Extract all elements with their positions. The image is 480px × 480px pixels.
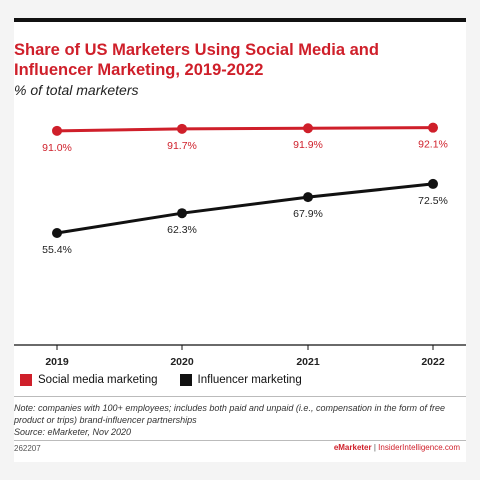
chart-title: Share of US Marketers Using Social Media… xyxy=(14,41,379,79)
legend-item-social: Social media marketing xyxy=(20,374,158,386)
point-social-2019 xyxy=(52,125,62,136)
point-influencer-2021 xyxy=(303,192,313,203)
legend-swatch-social xyxy=(20,374,32,386)
footnote-note: Note: companies with 100+ employees; inc… xyxy=(14,403,446,425)
data-label-social-2019: 91.0% xyxy=(42,142,72,154)
data-label-influencer-2019: 55.4% xyxy=(42,244,72,256)
top-rule xyxy=(14,18,466,22)
footnote: Note: companies with 100+ employees; inc… xyxy=(14,402,462,438)
data-label-social-2020: 91.7% xyxy=(167,140,197,152)
data-label-influencer-2022: 72.5% xyxy=(418,195,448,207)
legend-label-influencer: Influencer marketing xyxy=(197,374,302,386)
footer-credit: eMarketer | InsiderIntelligence.com xyxy=(334,443,460,452)
chart-id: 262207 xyxy=(14,444,41,453)
x-tick-label-2021: 2021 xyxy=(296,356,320,368)
legend-label-social: Social media marketing xyxy=(38,374,158,386)
point-social-2021 xyxy=(303,123,313,134)
footnote-source: Source: eMarketer, Nov 2020 xyxy=(14,427,132,437)
brand-name: eMarketer xyxy=(333,443,372,452)
legend: Social media marketing Influencer market… xyxy=(20,374,324,386)
series-line-influencer xyxy=(56,182,434,235)
legend-item-influencer: Influencer marketing xyxy=(179,374,302,386)
footer-separator: | xyxy=(373,443,376,452)
x-tick-label-2020: 2020 xyxy=(170,356,194,368)
site-link: InsiderIntelligence.com xyxy=(378,443,460,452)
point-influencer-2020 xyxy=(177,208,187,219)
chart-subtitle: % of total marketers xyxy=(14,82,139,98)
data-label-influencer-2021: 67.9% xyxy=(293,208,323,220)
series-line-social xyxy=(56,126,434,133)
x-tick-label-2019: 2019 xyxy=(45,356,69,368)
point-influencer-2019 xyxy=(52,228,62,239)
data-label-social-2022: 92.1% xyxy=(418,139,448,151)
footer-divider xyxy=(14,440,466,441)
legend-swatch-influencer xyxy=(179,374,192,386)
x-tick-label-2022: 2022 xyxy=(421,356,445,368)
data-label-influencer-2020: 62.3% xyxy=(167,224,197,236)
legend-divider xyxy=(14,396,466,397)
point-influencer-2022 xyxy=(428,178,438,189)
chart-card xyxy=(14,18,466,462)
point-social-2022 xyxy=(428,122,438,133)
data-label-social-2021: 91.9% xyxy=(293,139,323,151)
point-social-2020 xyxy=(177,123,187,134)
